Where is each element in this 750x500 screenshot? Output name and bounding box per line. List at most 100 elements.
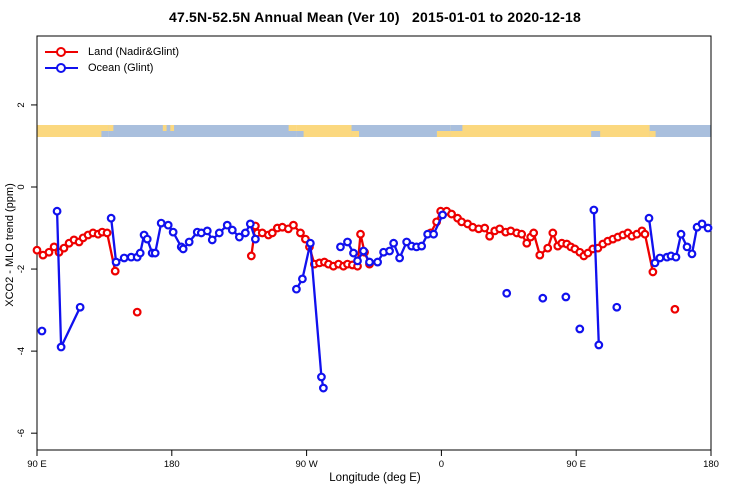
data-point	[356, 229, 365, 239]
data-point	[353, 256, 362, 266]
data-point	[111, 257, 121, 267]
legend-label-ocean: Ocean (Glint)	[88, 62, 154, 74]
data-point	[575, 324, 585, 334]
y-tick-label: 0	[16, 184, 27, 189]
data-point	[650, 258, 660, 268]
data-point	[106, 213, 116, 223]
x-tick-label: 90 E	[27, 459, 47, 470]
legend-marker-land-icon	[45, 46, 78, 57]
data-point	[318, 383, 328, 393]
data-point	[543, 243, 553, 253]
data-point	[156, 218, 166, 228]
data-point	[670, 304, 680, 314]
data-point	[246, 251, 256, 261]
chart-title: 47.5N-52.5N Annual Mean (Ver 10) 2015-01…	[168, 9, 582, 25]
data-point	[184, 237, 194, 247]
data-point	[102, 228, 112, 238]
data-point	[561, 292, 571, 302]
data-point	[250, 234, 260, 244]
data-point	[163, 220, 173, 230]
data-point	[289, 220, 298, 230]
data-point	[703, 223, 713, 233]
map-strip	[37, 125, 711, 137]
data-point	[44, 247, 54, 257]
x-tick-label: 180	[164, 459, 180, 470]
data-point	[438, 210, 447, 220]
data-point	[317, 372, 326, 382]
data-point	[245, 219, 255, 229]
data-point	[142, 234, 152, 244]
data-point	[52, 206, 62, 216]
data-point	[429, 229, 439, 239]
data-point	[298, 274, 307, 284]
legend-marker-ocean-icon	[45, 62, 78, 73]
data-point	[336, 242, 345, 252]
data-point	[240, 228, 250, 238]
data-point	[296, 228, 305, 238]
data-point	[119, 253, 129, 263]
x-tick-label: 90 E	[566, 459, 586, 470]
data-point	[594, 340, 604, 350]
data-point	[385, 246, 394, 256]
data-point	[349, 248, 358, 258]
data-point	[132, 307, 142, 317]
data-point	[687, 249, 697, 259]
data-point	[548, 228, 558, 238]
data-point	[485, 231, 495, 241]
data-point	[234, 232, 244, 242]
data-point	[612, 302, 622, 312]
data-point	[417, 241, 427, 251]
data-point	[529, 228, 539, 238]
data-point	[682, 242, 692, 252]
legend: Land (Nadir&Glint) Ocean (Glint)	[45, 44, 179, 76]
data-point	[389, 238, 399, 248]
legend-item-ocean: Ocean (Glint)	[45, 60, 179, 76]
data-point	[373, 257, 382, 267]
data-point	[227, 225, 237, 235]
data-point	[655, 253, 665, 263]
data-point	[644, 213, 654, 223]
data-point	[640, 229, 650, 239]
y-tick-label: 2	[16, 102, 27, 107]
tick-labels: 90 E 180 90 W 0 90 E 180 2 0 -2 -4 -6	[16, 102, 719, 470]
data-point	[522, 238, 532, 248]
data-point	[292, 284, 301, 294]
x-axis-label: Longitude (deg E)	[329, 472, 421, 484]
data-point	[267, 228, 277, 238]
legend-item-land: Land (Nadir&Glint)	[45, 44, 179, 60]
data-point	[32, 245, 42, 255]
data-point	[535, 250, 545, 260]
data-point	[214, 228, 224, 238]
series-ocean	[37, 205, 713, 393]
y-tick-label: -6	[16, 429, 27, 437]
data-point	[168, 227, 178, 237]
data-point	[202, 226, 212, 236]
plot-border	[36, 35, 712, 451]
x-tick-label: 0	[439, 459, 444, 470]
data-point	[395, 253, 405, 263]
y-tick-label: -2	[16, 265, 27, 273]
y-axis-label: XCO2 - MLO trend (ppm)	[4, 183, 16, 307]
legend-label-land: Land (Nadir&Glint)	[88, 46, 180, 58]
series-line	[55, 211, 82, 349]
data-point	[697, 219, 707, 229]
data-point	[135, 248, 145, 258]
x-tick-label: 90 W	[296, 459, 318, 470]
data-point	[207, 235, 217, 245]
data-point	[343, 237, 352, 247]
data-point	[56, 342, 66, 352]
y-tick-label: -4	[16, 347, 27, 355]
data-point	[59, 243, 69, 253]
data-point	[178, 244, 188, 254]
data-point	[365, 257, 374, 267]
x-tick-label: 180	[703, 459, 719, 470]
data-point	[502, 288, 512, 298]
data-point	[480, 223, 490, 233]
data-point	[648, 267, 658, 277]
data-point	[447, 209, 456, 219]
data-point	[671, 252, 681, 262]
series-line	[592, 209, 600, 346]
data-point	[150, 248, 160, 258]
